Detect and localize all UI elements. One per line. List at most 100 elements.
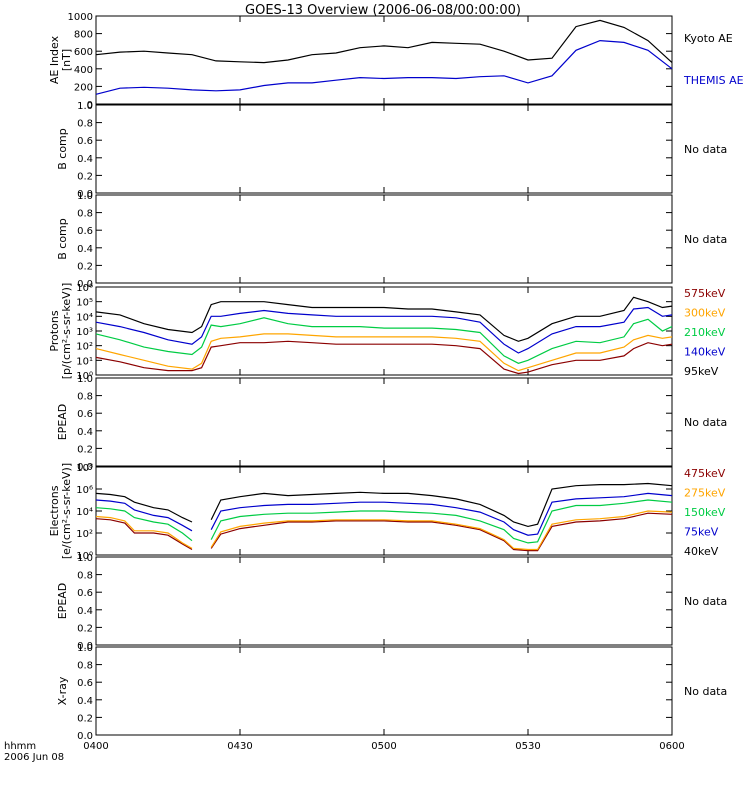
y-axis-unit: [e/(cm²-s-sr-keV)]	[60, 463, 73, 559]
y-tick-label: 1.0	[77, 101, 93, 112]
y-tick-label: 10²	[76, 529, 93, 540]
y-tick-label: 0.4	[77, 244, 93, 255]
y-tick-label: 0.6	[77, 588, 93, 599]
panel-1: 0 200 400 600 800 1000 AE Index [nT] Kyoto AE THE…	[48, 12, 744, 111]
y-tick-label: 0.4	[77, 427, 93, 438]
y-tick-label: 0.6	[77, 226, 93, 237]
legend-label: 575keV	[684, 287, 726, 300]
y-tick-label: 0.4	[77, 606, 93, 617]
y-axis-label: Electrons	[48, 485, 61, 536]
panel-frame	[95, 556, 673, 646]
y-axis-label: EPEAD	[56, 583, 69, 620]
y-tick-label: 600	[74, 47, 93, 58]
y-tick-label: 10⁸	[76, 463, 93, 474]
legend-label: Kyoto AE	[684, 32, 733, 45]
no-data-label: No data	[684, 595, 727, 608]
y-tick-label: 0.6	[77, 136, 93, 147]
y-tick-label: 1.0	[77, 643, 93, 654]
panel-6: 10⁰ 10² 10⁴ 10⁶ 10⁸ Electrons [e/(cm²-s-sr-keV…	[48, 463, 726, 562]
y-tick-label: 1.0	[77, 553, 93, 564]
y-tick-label: 10¹	[76, 356, 93, 367]
y-axis-label: EPEAD	[56, 404, 69, 441]
y-tick-label: 10⁴	[76, 312, 93, 323]
legend-label: 475keV	[684, 467, 726, 480]
y-tick-label: 0.8	[77, 119, 93, 130]
y-tick-label: 0.2	[77, 713, 93, 724]
panel-5: 0.0 0.2 0.4 0.6 0.8 1.0 EPEAD No data	[56, 374, 727, 473]
panel-3: 0.0 0.2 0.4 0.6 0.8 1.0 B comp No data	[56, 191, 727, 290]
x-axis-date: 2006 Jun 08	[4, 752, 64, 763]
y-tick-label: 0.2	[77, 444, 93, 455]
legend-label: 150keV	[684, 506, 726, 519]
no-data-label: No data	[684, 143, 727, 156]
panels-group: 0 200 400 600 800 1000 AE Index [nT] Kyoto AE THE…	[48, 12, 744, 742]
y-tick-label: 10²	[76, 342, 93, 353]
series-line-575kev	[95, 340, 673, 375]
y-tick-label: 0.8	[77, 392, 93, 403]
legend-label: 210keV	[684, 326, 726, 339]
y-tick-label: 800	[74, 30, 93, 41]
legend-label: 40keV	[684, 545, 719, 558]
legend-label: 95keV	[684, 365, 719, 378]
y-tick-label: 0.6	[77, 409, 93, 420]
y-axis-label: B comp	[56, 128, 69, 170]
y-tick-label: 0.6	[77, 678, 93, 689]
y-tick-label: 0.8	[77, 661, 93, 672]
panel-frame	[95, 646, 673, 736]
y-tick-label: 0.0	[77, 462, 93, 473]
y-tick-label: 0.4	[77, 696, 93, 707]
x-tick-label: 0430	[227, 741, 252, 752]
series-line-275kev	[95, 510, 673, 551]
series-line-140kev	[95, 306, 673, 354]
y-tick-label: 10⁵	[76, 298, 93, 309]
y-axis-label: X-ray	[56, 676, 69, 705]
series-line-themis-ae	[95, 39, 673, 95]
y-tick-label: 200	[74, 82, 93, 93]
no-data-label: No data	[684, 685, 727, 698]
y-tick-label: 0.0	[77, 279, 93, 290]
y-tick-label: 0.8	[77, 209, 93, 220]
y-tick-label: 10⁶	[76, 283, 93, 294]
y-tick-label: 0	[87, 100, 93, 111]
legend-label: 140keV	[684, 346, 726, 359]
x-axis-label: hhmm	[4, 741, 36, 752]
panel-2: 0.0 0.2 0.4 0.6 0.8 1.0 B comp No data	[56, 101, 727, 200]
series-line-150kev	[95, 499, 673, 544]
series-line-kyoto-ae	[95, 19, 673, 64]
panel-frame	[95, 377, 673, 467]
y-tick-label: 1000	[68, 12, 93, 23]
y-tick-label: 0.4	[77, 154, 93, 165]
legend-label: THEMIS AE	[683, 74, 744, 87]
y-tick-label: 1.0	[77, 374, 93, 385]
panel-frame	[95, 104, 673, 194]
y-axis-label: Protons	[48, 310, 61, 351]
panel-8: 0.0 0.2 0.4 0.6 0.8 1.0 X-ray No data	[56, 643, 727, 742]
series-line-300kev	[95, 333, 673, 372]
no-data-label: No data	[684, 233, 727, 246]
figure-title: GOES-13 Overview (2006-06-08/00:00:00)	[245, 3, 521, 18]
panel-frame	[95, 194, 673, 284]
y-tick-label: 0.0	[77, 189, 93, 200]
y-axis-label: AE Index	[48, 35, 61, 84]
y-tick-label: 0.0	[77, 731, 93, 742]
series-line-210kev	[95, 317, 673, 364]
y-tick-label: 1.0	[77, 191, 93, 202]
y-axis-unit: [p/(cm²-s-sr-keV)]	[60, 283, 73, 380]
panel-frame	[95, 15, 673, 105]
no-data-label: No data	[684, 416, 727, 429]
y-tick-label: 10⁰	[76, 371, 93, 382]
y-tick-label: 0.0	[77, 641, 93, 652]
x-tick-label: 0500	[371, 741, 396, 752]
series-line-75kev	[95, 492, 673, 536]
y-tick-label: 10⁰	[76, 551, 93, 562]
legend-label: 300keV	[684, 307, 726, 320]
x-tick-label: 0600	[659, 741, 684, 752]
x-tick-label: 0400	[83, 741, 108, 752]
panel-7: 0.0 0.2 0.4 0.6 0.8 1.0 EPEAD No data	[56, 553, 727, 652]
y-tick-label: 0.2	[77, 623, 93, 634]
y-axis-unit: [nT]	[60, 49, 73, 71]
y-axis-label: B comp	[56, 218, 69, 260]
y-tick-label: 400	[74, 65, 93, 76]
